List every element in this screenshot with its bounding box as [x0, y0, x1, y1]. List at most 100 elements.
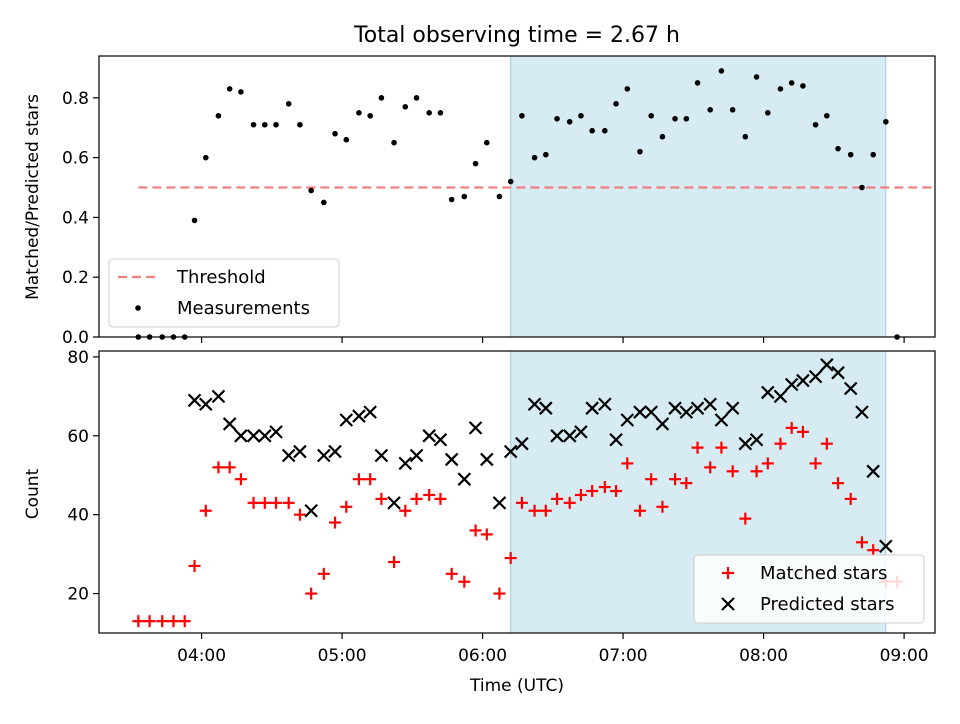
predicted-legend-swatch [721, 597, 735, 611]
chart-title: Total observing time = 2.67 h [353, 23, 680, 48]
matched-legend-label: Matched stars [760, 563, 887, 584]
matched-star-point [434, 492, 447, 505]
matched-star-point [399, 504, 412, 517]
matched-star-point [726, 465, 739, 478]
measurement-point [472, 160, 479, 167]
predicted-star-point [679, 405, 694, 419]
measurement-point [788, 80, 795, 86]
matched-legend-swatch [722, 567, 734, 579]
predicted-star-point [725, 401, 740, 415]
predicted-star-point [269, 425, 283, 439]
measurement-point [448, 196, 455, 203]
ratio-axes-frame [98, 55, 936, 338]
predicted-star-point [387, 496, 401, 510]
matched-star-point [293, 508, 306, 521]
y-tick-label: 40 [67, 506, 89, 526]
matched-star-point [132, 615, 145, 628]
matched-star-point [680, 477, 693, 490]
measurement-point [378, 95, 385, 101]
predicted-star-point [668, 401, 682, 415]
measurement-point [835, 145, 841, 152]
measurement-point [426, 109, 432, 116]
measurement-point [273, 121, 279, 128]
y-tick-label: 60 [67, 427, 89, 447]
observing-window-span [510, 55, 887, 338]
measurement-point [226, 86, 233, 92]
predicted-star-point [855, 405, 869, 419]
matched-star-point [388, 556, 401, 569]
measurement-point [238, 89, 244, 95]
measurement-point [285, 101, 292, 107]
measurement-point [437, 109, 444, 116]
predicted-star-point [808, 369, 823, 384]
matched-star-point [167, 615, 180, 628]
matched-star-point [352, 473, 365, 486]
x-tick-label: 08:00 [739, 646, 788, 666]
predicted-star-point [644, 405, 658, 419]
predicted-star-point [655, 417, 670, 431]
predicted-star-point [503, 444, 518, 459]
measurement-point [800, 83, 806, 89]
predicted-star-point [633, 405, 647, 419]
measurement-point [402, 104, 409, 110]
predicted-star-point [609, 432, 623, 447]
matched-star-point [563, 496, 576, 509]
predicted-star-point [714, 413, 729, 427]
predicted-star-point [222, 417, 237, 431]
matched-star-point [234, 473, 247, 486]
measurement-point [297, 121, 303, 128]
matched-star-point [469, 524, 482, 537]
measurement-point [519, 112, 525, 119]
matched-star-point [645, 473, 658, 486]
matched-star-point [739, 512, 752, 525]
measurement-point [391, 139, 397, 146]
predicted-star-point [539, 401, 553, 415]
predicted-star-point [199, 397, 213, 412]
measurement-point [356, 109, 362, 116]
measurement-point [683, 115, 690, 122]
matched-star-point [715, 441, 728, 454]
matched-star-point [539, 504, 552, 517]
predicted-star-point [820, 358, 834, 372]
measurement-point [250, 121, 257, 128]
matched-star-point [364, 473, 377, 486]
matched-star-point [750, 465, 763, 478]
predicted-star-point [761, 385, 775, 400]
matched-star-point [212, 461, 225, 474]
ratio-x-ticks [200, 337, 905, 343]
measurement-point [589, 127, 595, 134]
matched-star-point [844, 492, 857, 505]
x-axis-label: Time (UTC) [469, 676, 564, 696]
measurement-point [624, 86, 631, 92]
matched-star-point [656, 500, 669, 513]
predicted-star-point [879, 539, 893, 554]
matched-star-point [223, 461, 236, 474]
predicted-star-point [492, 496, 507, 510]
predicted-star-point [843, 381, 858, 396]
predicted-star-point [352, 409, 366, 423]
measurement-point [202, 154, 209, 161]
measurement-point [531, 154, 538, 161]
predicted-star-point [304, 503, 318, 518]
measurement-point [507, 178, 514, 185]
measurement-point [554, 115, 560, 122]
matched-star-point [528, 504, 541, 517]
x-tick-label: 05:00 [318, 646, 367, 666]
measurement-point [765, 109, 771, 116]
predicted-star-point [773, 389, 788, 404]
measurement-point [847, 151, 854, 158]
matched-star-point [785, 421, 798, 434]
matched-star-point [761, 457, 774, 470]
measurement-point [261, 121, 268, 128]
measurement-point [483, 139, 490, 146]
predicted-star-point [374, 448, 389, 463]
predicted-star-point [422, 429, 436, 443]
threshold-legend-label: Threshold [176, 267, 266, 288]
matched-star-point [633, 504, 646, 517]
measurement-point [777, 86, 784, 92]
y-tick-label: 80 [67, 348, 89, 368]
predicted-star-point [562, 429, 577, 443]
matched-star-point [156, 615, 169, 628]
measurement-point [859, 184, 865, 191]
